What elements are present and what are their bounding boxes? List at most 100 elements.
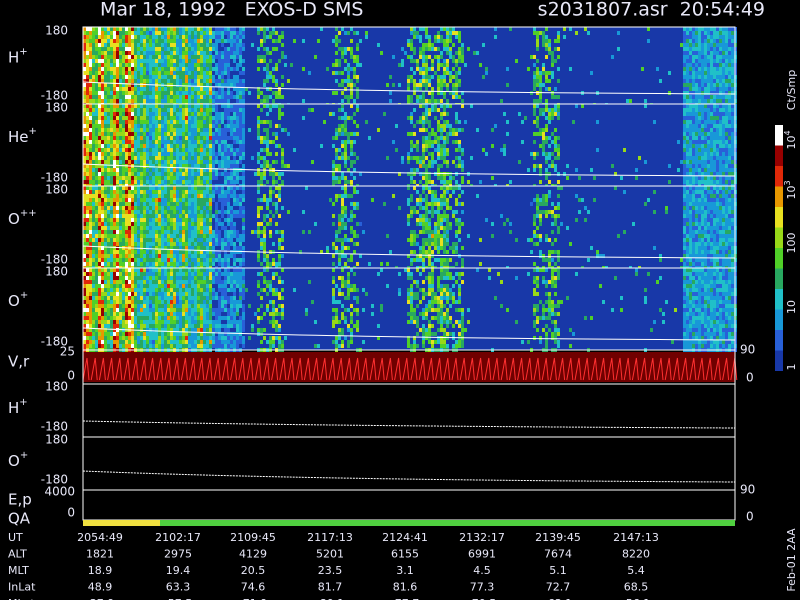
cell	[536, 75, 539, 79]
cell	[173, 202, 176, 206]
cell	[266, 136, 269, 140]
cell	[149, 262, 152, 266]
cell	[419, 35, 422, 39]
cell	[716, 120, 719, 124]
cell	[146, 250, 149, 254]
cell	[542, 31, 545, 35]
cell	[188, 164, 191, 168]
cell	[206, 152, 209, 156]
cell	[407, 79, 410, 83]
cell	[86, 83, 89, 87]
cell	[206, 148, 209, 152]
cell	[137, 144, 140, 148]
cell	[128, 124, 131, 128]
cell	[692, 140, 695, 144]
cell	[233, 95, 236, 99]
cell	[143, 160, 146, 164]
cell	[272, 140, 275, 144]
cell	[713, 136, 716, 140]
cell	[86, 99, 89, 103]
cell	[209, 238, 212, 242]
cell	[119, 87, 122, 91]
cell	[683, 31, 686, 35]
cell	[731, 116, 734, 120]
cell	[146, 55, 149, 59]
cell	[227, 95, 230, 99]
cell	[722, 47, 725, 51]
cell	[452, 87, 455, 91]
cell	[176, 180, 179, 184]
cell	[167, 140, 170, 144]
cell	[95, 194, 98, 198]
cell	[269, 31, 272, 35]
cell	[176, 210, 179, 214]
cell	[116, 43, 119, 47]
cell	[185, 190, 188, 194]
cell	[536, 132, 539, 136]
cell	[110, 43, 113, 47]
cell	[191, 59, 194, 63]
cell	[95, 234, 98, 238]
cell	[164, 43, 167, 47]
cell	[224, 95, 227, 99]
cell	[89, 206, 92, 210]
cell	[164, 75, 167, 79]
cell	[104, 35, 107, 39]
cell	[719, 152, 722, 156]
cell	[536, 67, 539, 71]
cell	[164, 132, 167, 136]
cell	[167, 238, 170, 242]
cell	[176, 218, 179, 222]
cell	[338, 59, 341, 63]
cell	[200, 47, 203, 51]
cell	[110, 67, 113, 71]
cell	[551, 63, 554, 67]
cell	[203, 63, 206, 67]
cell	[146, 262, 149, 266]
cell	[143, 222, 146, 226]
cell	[293, 39, 296, 43]
cell	[446, 164, 449, 168]
cell	[266, 35, 269, 39]
cell	[176, 148, 179, 152]
cell	[107, 218, 110, 222]
cell	[137, 214, 140, 218]
cell	[197, 120, 200, 124]
cell	[524, 116, 527, 120]
cell	[104, 47, 107, 51]
cell	[638, 156, 641, 160]
cell	[272, 172, 275, 176]
cell	[458, 148, 461, 152]
cell	[548, 152, 551, 156]
cell	[728, 75, 731, 79]
cell	[356, 156, 359, 160]
cell	[152, 258, 155, 262]
cell	[164, 39, 167, 43]
cell	[86, 190, 89, 194]
cell	[554, 39, 557, 43]
cell	[194, 35, 197, 39]
cell	[125, 202, 128, 206]
cell	[107, 144, 110, 148]
cell	[335, 35, 338, 39]
cell	[689, 140, 692, 144]
cell	[695, 95, 698, 99]
cell	[200, 250, 203, 254]
cell	[182, 43, 185, 47]
cell	[728, 31, 731, 35]
cell	[422, 136, 425, 140]
cell	[92, 95, 95, 99]
cell	[179, 234, 182, 238]
cell	[122, 27, 125, 31]
cell	[686, 144, 689, 148]
cell	[149, 238, 152, 242]
cell	[155, 176, 158, 180]
cell	[503, 148, 506, 152]
cell	[140, 234, 143, 238]
cell	[89, 190, 92, 194]
cell	[119, 99, 122, 103]
cell	[647, 27, 650, 31]
cell	[263, 136, 266, 140]
cell	[239, 51, 242, 55]
cell	[170, 186, 173, 190]
